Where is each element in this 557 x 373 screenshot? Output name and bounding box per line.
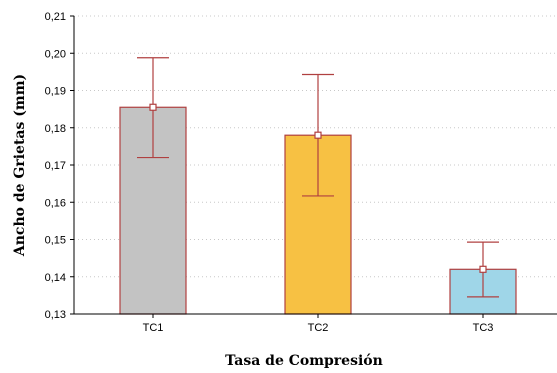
y-tick-label: 0,16 — [45, 197, 66, 209]
x-tick-label-tc2: TC2 — [308, 322, 329, 334]
y-tick-label: 0,18 — [45, 123, 66, 135]
mean-marker — [479, 265, 487, 273]
y-axis-ticks: 0,13 0,14 0,15 0,16 0,17 0,18 0,19 0,20 0,21 — [45, 11, 74, 321]
mean-marker — [149, 103, 157, 111]
y-tick-label: 0,17 — [45, 160, 66, 172]
x-axis-ticks: TC1 TC2 TC3 — [143, 314, 494, 334]
y-tick-label: 0,21 — [45, 11, 66, 23]
x-tick-label-tc1: TC1 — [143, 322, 164, 334]
x-axis-title: Tasa de Compresión — [225, 353, 383, 369]
y-tick-label: 0,13 — [45, 309, 66, 321]
error-bars — [137, 57, 499, 298]
mean-marker — [314, 131, 322, 139]
y-tick-label: 0,14 — [45, 272, 66, 284]
y-tick-label: 0,15 — [45, 235, 66, 247]
y-tick-label: 0,20 — [45, 48, 66, 60]
y-axis-title: Ancho de Grietas (mm) — [12, 74, 28, 257]
x-tick-label-tc3: TC3 — [473, 322, 494, 334]
y-tick-label: 0,19 — [45, 86, 66, 98]
